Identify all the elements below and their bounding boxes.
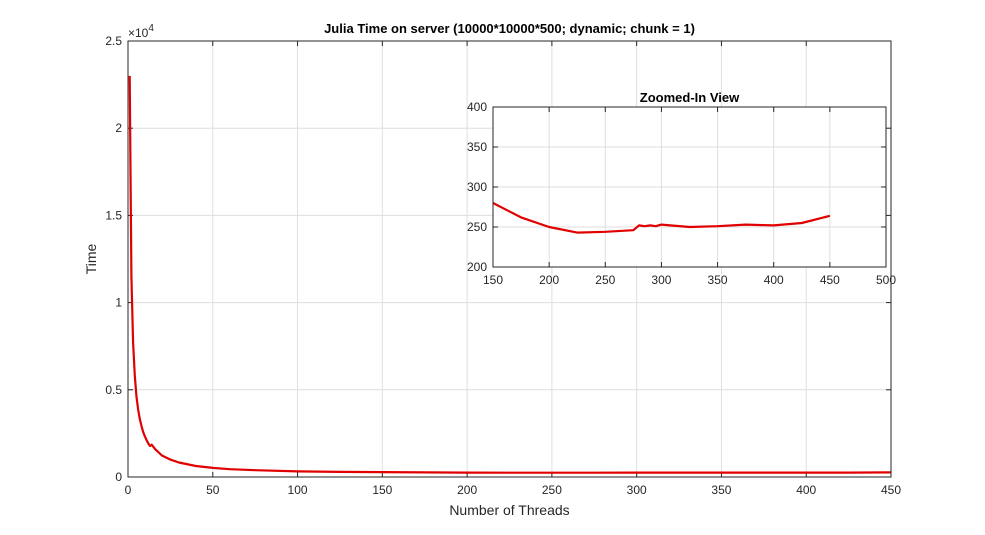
main-axes-frame	[127, 40, 892, 478]
main-x-tick-label: 350	[711, 483, 731, 497]
inset-x-tick-label: 150	[483, 273, 503, 287]
main-y-tick-label: 1	[115, 296, 122, 310]
inset-y-tick-label: 350	[467, 140, 487, 154]
y-exponent-base: ×10	[128, 26, 149, 40]
inset-chart-title: Zoomed-In View	[640, 90, 740, 105]
main-y-tick-label: 0.5	[105, 383, 122, 397]
inset-y-tick-label: 400	[467, 100, 487, 114]
main-x-tick-label: 0	[125, 483, 132, 497]
main-y-axis-label: Time	[83, 243, 99, 274]
main-x-tick-label: 50	[206, 483, 220, 497]
main-series-layer	[128, 75, 892, 474]
main-y-exponent: ×104	[128, 23, 154, 40]
main-x-tick-label: 250	[542, 483, 562, 497]
inset-y-tick-labels: 200 250 300 350 400	[467, 100, 487, 274]
inset-series-layer	[492, 202, 831, 234]
main-x-tick-label: 400	[796, 483, 816, 497]
main-chart-title: Julia Time on server (10000*10000*500; d…	[324, 21, 695, 36]
inset-x-tick-label: 450	[820, 273, 840, 287]
main-y-tick-label: 1.5	[105, 208, 122, 222]
main-x-axis-label: Number of Threads	[449, 502, 569, 518]
inset-axes-frame	[492, 106, 887, 268]
inset-x-tick-label: 350	[708, 273, 728, 287]
main-x-tick-label: 100	[288, 483, 308, 497]
main-series-line	[128, 75, 892, 474]
main-x-tick-label: 450	[881, 483, 901, 497]
main-x-tick-label: 200	[457, 483, 477, 497]
inset-y-tick-label: 300	[467, 180, 487, 194]
main-axes: 0 50 100 150 200 250 300 350 400 450 00.511.522.5…	[83, 21, 901, 518]
inset-y-tick-label: 200	[467, 260, 487, 274]
inset-x-tick-label: 500	[876, 273, 896, 287]
inset-x-tick-labels: 150 200 250 300 350 400 450 500	[483, 273, 896, 287]
main-x-tick-label: 150	[372, 483, 392, 497]
inset-x-tick-label: 400	[764, 273, 784, 287]
inset-x-tick-label: 300	[651, 273, 671, 287]
inset-axes: 150 200 250 300 350 400 450 500 200250300350400…	[467, 90, 896, 287]
inset-y-tick-label: 250	[467, 220, 487, 234]
main-y-tick-labels: 0 0.5 1 1.5 2 2.5	[105, 34, 122, 484]
main-x-tick-labels: 0 50 100 150 200 250 300 350 400 450	[125, 483, 902, 497]
main-x-tick-label: 300	[627, 483, 647, 497]
inset-series-line	[492, 202, 831, 234]
main-y-tick-label: 0	[115, 470, 122, 484]
main-y-tick-label: 2.5	[105, 34, 122, 48]
inset-x-tick-label: 200	[539, 273, 559, 287]
inset-x-tick-label: 250	[595, 273, 615, 287]
main-y-tick-label: 2	[115, 121, 122, 135]
y-exponent-power: 4	[148, 23, 154, 34]
